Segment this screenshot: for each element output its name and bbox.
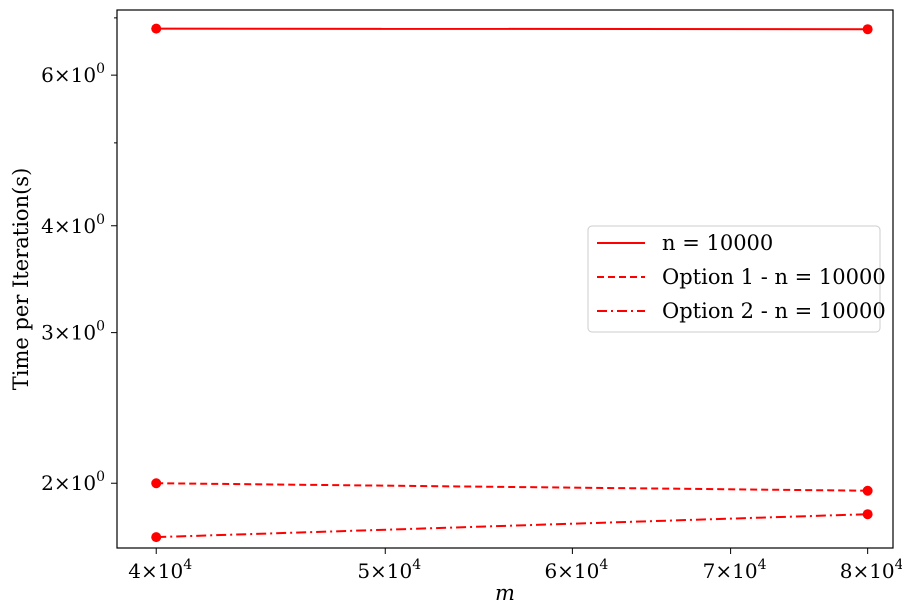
legend-box	[587, 225, 881, 333]
legend-label-2: Option 1 - n = 10000	[662, 265, 886, 289]
y-tick-label: 6×100	[41, 61, 105, 87]
x-tick-label: 4×104	[128, 557, 192, 583]
x-tick-label: 6×104	[544, 557, 608, 583]
series-line-3	[156, 513, 868, 539]
series-line-1	[156, 27, 868, 31]
data-point	[862, 509, 873, 520]
series-line-2	[156, 482, 868, 492]
y-axis: 2×100 3×100 4×100 6×100	[41, 17, 117, 495]
x-tick-label: 8×104	[840, 557, 902, 583]
y-axis-label: Time per Iteration(s)	[9, 168, 33, 391]
legend-label-3: Option 2 - n = 10000	[662, 299, 886, 323]
data-point	[151, 478, 162, 489]
x-axis-label: m	[495, 581, 515, 605]
y-tick-label: 2×100	[41, 469, 105, 495]
legend: n = 10000 Option 1 - n = 10000 Option 2 - …	[587, 225, 886, 333]
x-tick-label: 7×104	[703, 557, 767, 583]
plot-frame	[116, 9, 894, 549]
data-point	[862, 24, 873, 35]
x-axis: 4×104 5×104 6×104 7×104 8×104	[128, 548, 902, 583]
data-point	[151, 532, 162, 543]
series-layer	[151, 23, 873, 543]
data-point	[151, 23, 162, 34]
data-point	[862, 485, 873, 496]
x-tick-label: 5×104	[357, 557, 421, 583]
legend-label-1: n = 10000	[662, 231, 773, 255]
y-tick-label: 4×100	[41, 212, 105, 238]
y-tick-label: 3×100	[41, 319, 105, 345]
